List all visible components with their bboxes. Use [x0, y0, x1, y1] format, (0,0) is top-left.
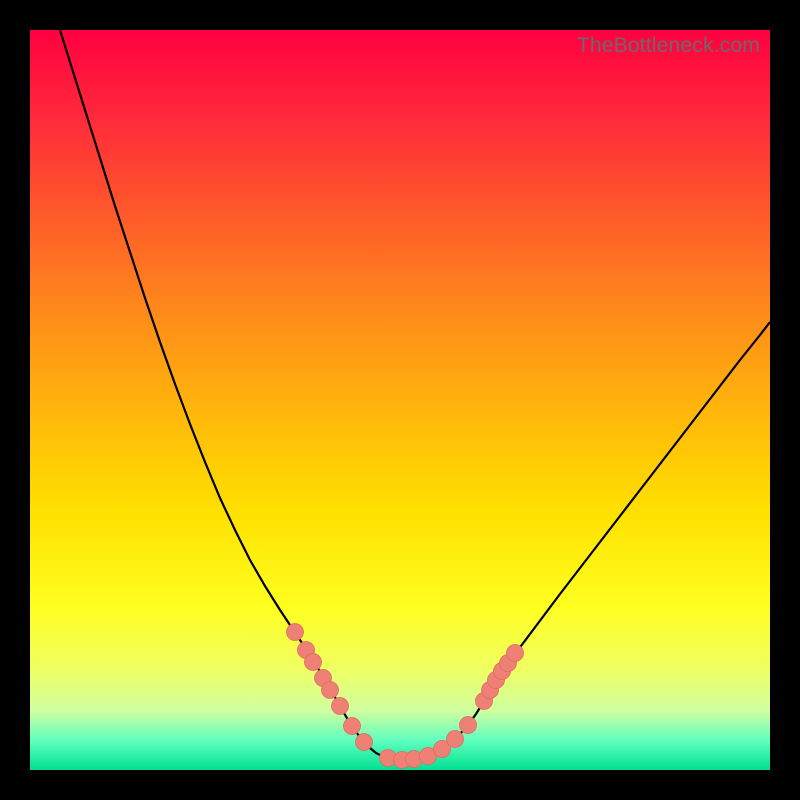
data-marker [305, 654, 322, 671]
data-marker [460, 717, 477, 734]
data-marker [356, 734, 373, 751]
data-marker [507, 645, 524, 662]
chart-frame: TheBottleneck.com [0, 0, 800, 800]
data-marker [287, 624, 304, 641]
data-marker [344, 718, 361, 735]
marker-group [287, 624, 524, 769]
v-curve [60, 30, 770, 760]
plot-area: TheBottleneck.com [30, 30, 770, 770]
data-marker [447, 731, 464, 748]
data-marker [332, 698, 349, 715]
chart-svg [30, 30, 770, 770]
data-marker [322, 682, 339, 699]
